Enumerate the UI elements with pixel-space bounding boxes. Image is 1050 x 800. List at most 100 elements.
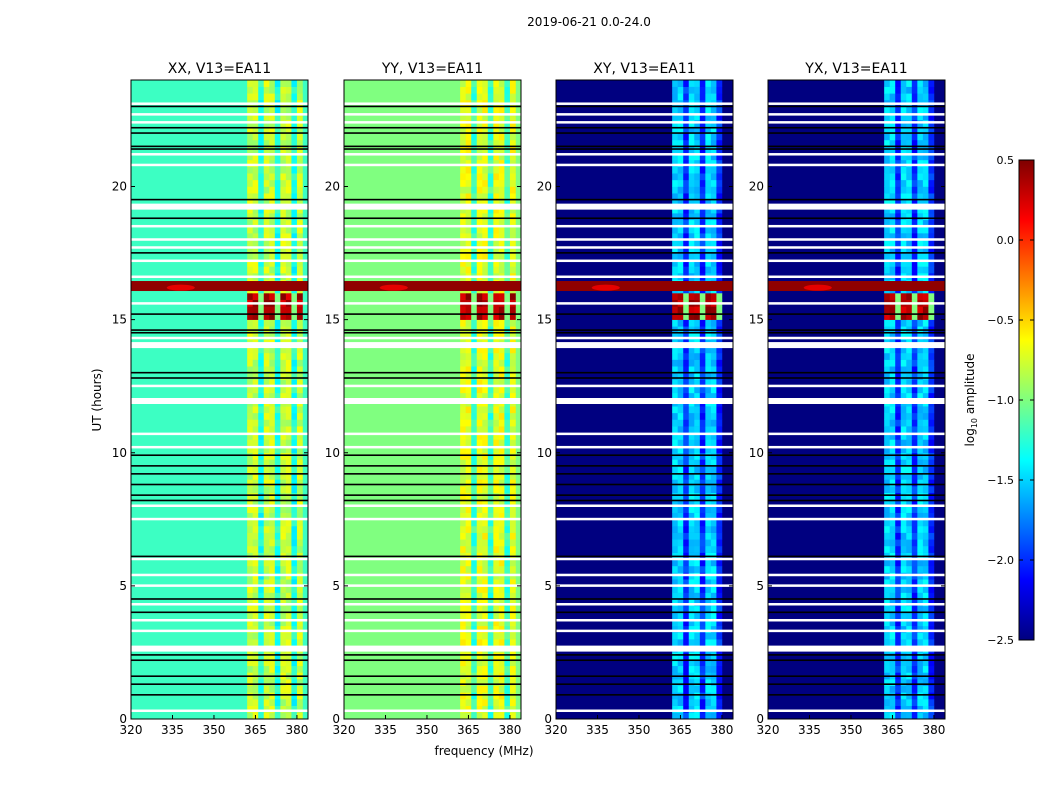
heatmap-cell <box>498 173 505 181</box>
heatmap-cell <box>911 406 918 414</box>
heatmap-cell <box>291 233 298 241</box>
heatmap-cell <box>906 412 913 420</box>
heatmap-cell <box>716 253 723 261</box>
heatmap-cell <box>487 352 494 360</box>
heatmap-cell <box>296 599 303 607</box>
heatmap-cell <box>509 692 516 700</box>
heatmap-cell <box>688 213 695 221</box>
heatmap-cell <box>247 446 253 454</box>
heatmap-cell <box>509 512 516 520</box>
heatmap-cell <box>889 412 896 420</box>
heatmap-cell <box>476 632 483 640</box>
heatmap-cell <box>291 253 298 261</box>
heatmap-cell <box>911 346 918 354</box>
heatmap-cell <box>493 659 500 667</box>
flag-line-black <box>556 132 733 134</box>
heatmap-cell <box>705 439 712 447</box>
y-tick-label: 10 <box>537 446 552 460</box>
heatmap-cell <box>694 705 701 713</box>
heatmap-cell <box>889 439 896 447</box>
heatmap-cell <box>296 372 303 380</box>
heatmap-cell <box>482 306 489 314</box>
heatmap-cell <box>889 80 896 87</box>
heatmap-cell <box>922 619 929 627</box>
heatmap-cell <box>274 319 281 327</box>
heatmap-cell <box>460 199 466 207</box>
heatmap-cell <box>269 392 276 400</box>
flag-line-white <box>131 113 308 116</box>
flag-line-black <box>556 454 733 457</box>
heatmap-cell <box>296 699 303 706</box>
heatmap-cell <box>688 146 695 154</box>
heatmap-cell <box>465 452 472 460</box>
heatmap-cell <box>247 93 253 101</box>
heatmap-cell <box>900 266 907 274</box>
heatmap-cell <box>258 239 265 247</box>
heatmap-cell <box>471 712 478 720</box>
flag-line-white <box>768 557 945 561</box>
heatmap-cell <box>471 406 478 414</box>
heatmap-cell <box>677 153 684 161</box>
heatmap-cell <box>263 639 270 647</box>
heatmap-cell <box>683 319 690 327</box>
heatmap-cell <box>917 539 924 547</box>
heatmap-cell <box>705 545 712 553</box>
heatmap-cell <box>710 685 717 693</box>
heatmap-cell <box>688 699 695 706</box>
heatmap-cell <box>884 199 890 207</box>
heatmap-cell <box>688 679 695 687</box>
heatmap-cell <box>258 312 265 320</box>
heatmap-cell <box>710 539 717 547</box>
heatmap-cell <box>465 659 472 667</box>
heatmap-cell <box>884 579 890 587</box>
heatmap-cell <box>482 612 489 620</box>
heatmap-cell <box>911 106 918 114</box>
heatmap-cell <box>716 159 723 167</box>
heatmap-cell <box>889 113 896 121</box>
heatmap-cell <box>672 106 678 114</box>
heatmap-cell <box>928 239 935 247</box>
heatmap-cell <box>672 246 678 254</box>
heatmap-cell <box>285 93 292 101</box>
heatmap-cell <box>911 306 918 314</box>
heatmap-cell <box>705 705 712 713</box>
heatmap-cell <box>705 559 712 567</box>
heatmap-cell <box>504 599 511 607</box>
heatmap-cell <box>263 592 270 600</box>
heatmap-cell <box>471 153 478 161</box>
flag-line-black <box>344 659 521 662</box>
heatmap-cell <box>493 293 500 300</box>
heatmap-cell <box>258 352 265 360</box>
heatmap-cell <box>274 559 281 567</box>
heatmap-cell <box>252 186 259 194</box>
x-tick-label: 335 <box>586 723 609 737</box>
heatmap-cell <box>280 679 287 687</box>
heatmap-cell <box>917 525 924 533</box>
flag-line-white <box>344 573 521 577</box>
heatmap-cell <box>683 93 690 101</box>
heatmap-cell <box>911 426 918 434</box>
flag-line-black <box>344 105 521 108</box>
heatmap-cell <box>710 625 717 633</box>
heatmap-cell <box>900 532 907 540</box>
heatmap-cell <box>493 193 500 201</box>
heatmap-cell <box>917 612 924 620</box>
heatmap-cell <box>672 459 678 467</box>
flag-line-black <box>556 473 733 475</box>
heatmap-cell <box>504 126 511 134</box>
heatmap-cell <box>884 372 890 380</box>
heatmap-cell <box>694 293 701 300</box>
heatmap-cell <box>928 193 935 201</box>
heatmap-cell <box>247 126 253 134</box>
heatmap-cell <box>482 605 489 613</box>
heatmap-cell <box>509 153 516 161</box>
heatmap-cell <box>922 293 929 300</box>
heatmap-cell <box>460 139 466 147</box>
heatmap-cell <box>471 605 478 613</box>
heatmap-cell <box>906 506 913 513</box>
heatmap-cell <box>291 153 298 161</box>
heatmap-cell <box>465 266 472 274</box>
heatmap-cell <box>263 479 270 487</box>
heatmap-cell <box>252 259 259 267</box>
heatmap-cell <box>465 80 472 87</box>
